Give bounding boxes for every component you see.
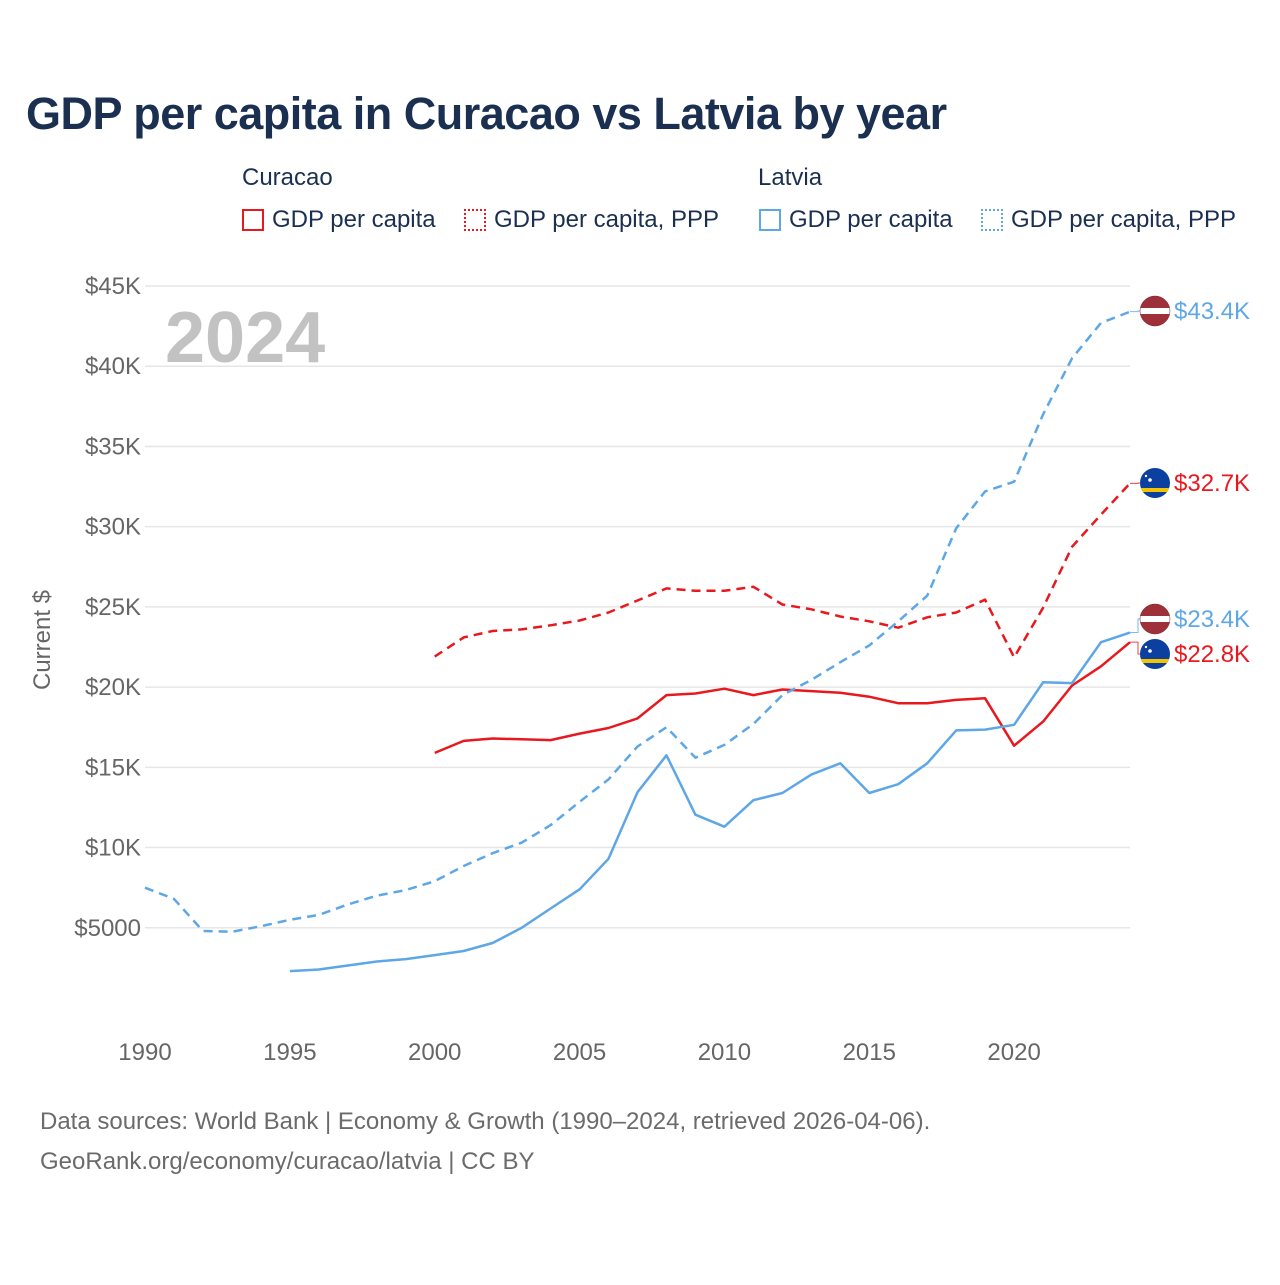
series-line-curacao-gdp-per-capita[interactable] <box>435 642 1130 753</box>
end-value-label: $43.4K <box>1174 298 1250 325</box>
x-tick-label: 2020 <box>987 1039 1040 1066</box>
axes: $5000 $10K $15K $20K $25K $30K $35K $40K $45K 199… <box>29 273 1041 1066</box>
y-tick-label: $45K <box>85 273 141 300</box>
year-watermark: 2024 <box>165 298 325 378</box>
end-connector <box>1130 619 1140 633</box>
x-tick-label: 1990 <box>118 1039 171 1066</box>
y-tick-label: $20K <box>85 674 141 701</box>
y-tick-label: $10K <box>85 835 141 862</box>
series-line-curacao-gdp-per-capita-ppp[interactable] <box>435 483 1130 657</box>
y-tick-label: $25K <box>85 594 141 621</box>
x-tick-label: 1995 <box>263 1039 316 1066</box>
end-value-label: $32.7K <box>1174 470 1250 497</box>
y-axis-label: Current $ <box>29 590 56 690</box>
curacao-flag-icon <box>1140 639 1170 669</box>
y-tick-label: $35K <box>85 433 141 460</box>
y-tick-label: $15K <box>85 754 141 781</box>
end-value-label: $23.4K <box>1174 606 1250 633</box>
gridlines <box>145 286 1130 928</box>
end-labels: $22.8K $32.7K $23.4K $43.4K <box>1130 296 1250 669</box>
y-tick-label: $30K <box>85 514 141 541</box>
footer-sources: Data sources: World Bank | Economy & Gro… <box>40 1108 930 1136</box>
series-line-latvia-gdp-per-capita-ppp[interactable] <box>145 312 1130 932</box>
x-tick-label: 2015 <box>843 1039 896 1066</box>
curacao-flag-icon <box>1140 468 1170 498</box>
footer-link[interactable]: GeoRank.org/economy/curacao/latvia | CC … <box>40 1148 534 1176</box>
x-tick-label: 2000 <box>408 1039 461 1066</box>
y-tick-label: $40K <box>85 353 141 380</box>
latvia-flag-icon <box>1140 296 1170 326</box>
y-tick-label: $5000 <box>74 915 141 942</box>
end-value-label: $22.8K <box>1174 641 1250 668</box>
x-tick-label: 2005 <box>553 1039 606 1066</box>
end-connector <box>1130 642 1140 654</box>
series-lines <box>145 312 1130 971</box>
latvia-flag-icon <box>1140 604 1170 634</box>
end-connector <box>1130 311 1140 312</box>
series-line-latvia-gdp-per-capita[interactable] <box>290 633 1130 972</box>
x-tick-label: 2010 <box>698 1039 751 1066</box>
